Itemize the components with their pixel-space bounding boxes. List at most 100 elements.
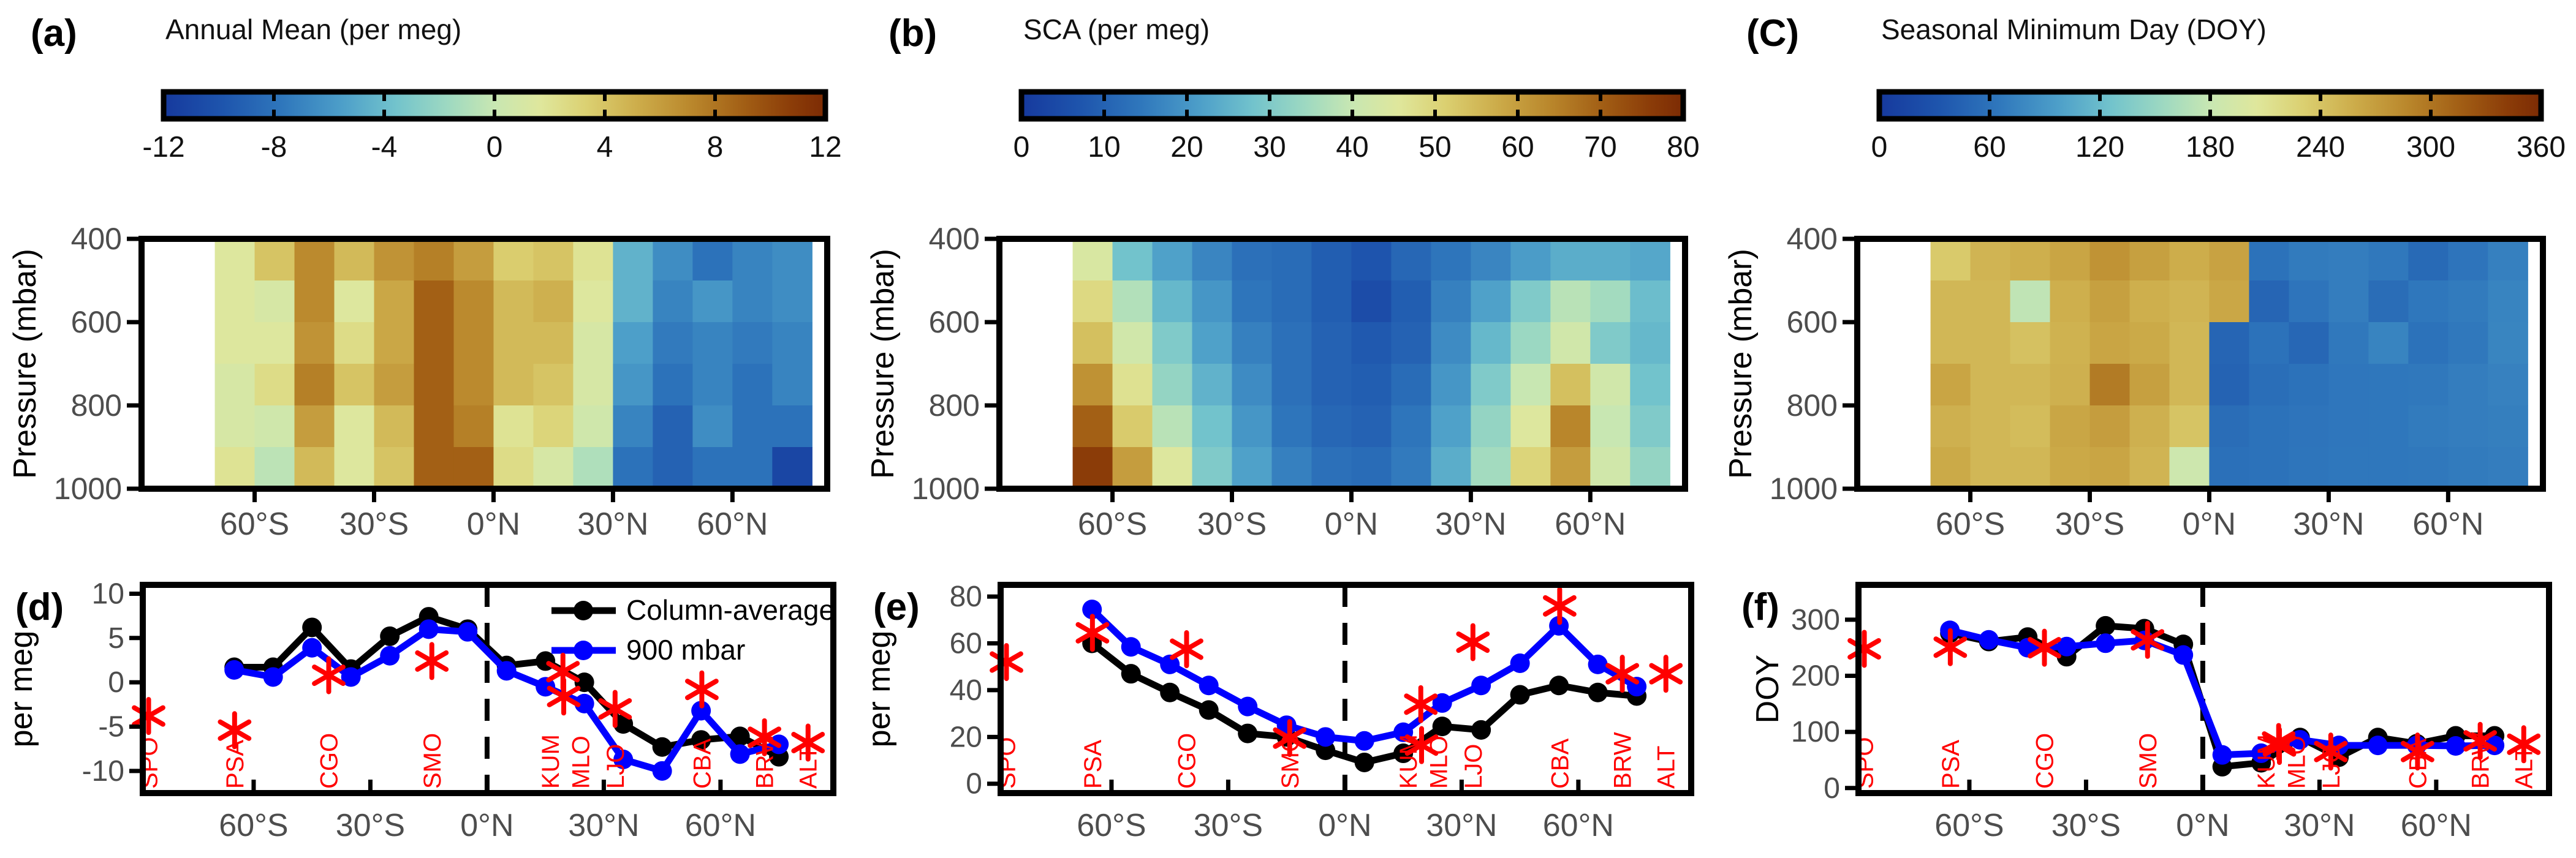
line-panel-xtick-label: 0°N bbox=[2176, 808, 2229, 843]
station-label-cba: CBA bbox=[689, 738, 716, 789]
heatmap-cell bbox=[1072, 280, 1113, 323]
heatmap-cell bbox=[2368, 239, 2409, 281]
station-marker-ljo bbox=[2314, 740, 2348, 762]
heatmap-cell bbox=[2289, 280, 2329, 323]
heatmap-cell bbox=[533, 405, 574, 448]
series-point-column-average bbox=[1160, 682, 1180, 702]
heatmap-xtick-label: 30°S bbox=[1197, 506, 1267, 542]
heatmap-cell bbox=[1152, 239, 1193, 281]
heatmap-cell bbox=[613, 322, 653, 364]
heatmap-cell bbox=[2010, 405, 2051, 448]
station-marker-ljo bbox=[598, 698, 632, 720]
heatmap-cell bbox=[1970, 447, 2011, 489]
line-panel-ytick-label: 80 bbox=[950, 581, 982, 613]
line-panel-xtick-label: 30°S bbox=[2051, 808, 2121, 843]
heatmap-cell bbox=[2448, 405, 2488, 448]
heatmap-cell bbox=[1351, 405, 1392, 448]
station-marker-cba bbox=[1543, 595, 1577, 617]
heatmap-cell bbox=[1351, 364, 1392, 406]
heatmap-cell bbox=[1590, 322, 1631, 364]
heatmap-xtick-label: 0°N bbox=[1325, 506, 1378, 542]
heatmap-cell bbox=[2408, 364, 2449, 406]
colorbar-tick-label: 12 bbox=[809, 131, 841, 164]
heatmap-cell bbox=[2448, 280, 2488, 323]
heatmap-cell bbox=[772, 322, 813, 364]
heatmap-cell bbox=[2408, 322, 2449, 364]
heatmap-cell bbox=[334, 322, 375, 364]
heatmap-cell bbox=[2089, 280, 2131, 323]
colorbar-tick-label: 70 bbox=[1584, 131, 1616, 164]
station-marker-cgo bbox=[1170, 638, 1203, 660]
line-panel-frame-e bbox=[998, 582, 1694, 796]
heatmap-cell bbox=[1630, 364, 1670, 406]
heatmap-cell bbox=[334, 239, 375, 281]
series-point-900mbar bbox=[302, 638, 322, 658]
heatmap-cell bbox=[2169, 322, 2210, 364]
heatmap-cell bbox=[2050, 405, 2091, 448]
heatmap-cell bbox=[2249, 405, 2290, 448]
station-marker-smo bbox=[2131, 629, 2165, 651]
heatmap-cell bbox=[772, 280, 813, 323]
heatmap-cell bbox=[1510, 447, 1551, 489]
series-point-900mbar bbox=[1588, 654, 1608, 674]
panel-label-a: (a) bbox=[31, 12, 77, 55]
panel-b: 0 10 20 30 40 50 60 70 80 400 600 800 1000 60°S 30°S 0°… bbox=[912, 89, 1700, 542]
heatmap-cell bbox=[2169, 239, 2210, 281]
heatmap-cell bbox=[334, 447, 375, 489]
line-panel-xtick-label: 30°S bbox=[336, 808, 405, 843]
heatmap-cell bbox=[1311, 322, 1352, 364]
heatmap-cell bbox=[1970, 280, 2011, 323]
heatmap-cell bbox=[1232, 322, 1273, 364]
station-marker-smo bbox=[1273, 727, 1307, 749]
heatmap-cell bbox=[2289, 364, 2329, 406]
line-panel-ytick-label: 200 bbox=[1791, 660, 1840, 692]
series-point-column-average bbox=[380, 626, 400, 646]
heatmap-ytick-label: 800 bbox=[71, 388, 122, 423]
heatmap-xtick-label: 60°N bbox=[1555, 506, 1626, 542]
heatmap-cell bbox=[2050, 447, 2091, 489]
series-point-900mbar bbox=[2368, 736, 2388, 756]
heatmap-cell bbox=[374, 280, 415, 323]
station-marker-psa bbox=[218, 719, 252, 741]
heatmap-ytick-label: 600 bbox=[929, 305, 980, 339]
y-axis-title-a: Pressure (mbar) bbox=[7, 249, 43, 479]
station-marker-smo bbox=[415, 650, 449, 672]
series-point-900mbar bbox=[2445, 736, 2466, 756]
heatmap-cell bbox=[214, 322, 256, 364]
colorbar-tick-label: 240 bbox=[2296, 131, 2345, 164]
heatmap-cell bbox=[2408, 239, 2449, 281]
heatmap-cell bbox=[1351, 280, 1392, 323]
heatmap-cell bbox=[533, 239, 574, 281]
colorbar-tick-label: 50 bbox=[1419, 131, 1451, 164]
station-marker-mlo bbox=[1404, 734, 1439, 756]
series-point-column-average bbox=[1199, 700, 1219, 720]
heatmap-cell bbox=[1311, 405, 1352, 448]
series-point-column-average bbox=[1588, 682, 1608, 702]
heatmap-cell bbox=[2368, 364, 2409, 406]
heatmap-cell bbox=[1311, 239, 1352, 281]
heatmap-ytick-label: 800 bbox=[1787, 388, 1838, 423]
heatmap-cell bbox=[254, 364, 295, 406]
heatmap-cell bbox=[613, 447, 653, 489]
panel-label-d: (d) bbox=[15, 586, 64, 628]
heatmap-cell bbox=[653, 280, 693, 323]
heatmap-cell bbox=[1630, 280, 1670, 323]
station-marker-cgo bbox=[312, 664, 346, 687]
line-panel-ytick-label: 40 bbox=[950, 674, 982, 707]
heatmap-cell bbox=[294, 322, 335, 364]
heatmap-cell bbox=[2488, 405, 2528, 448]
heatmap-cell bbox=[254, 447, 295, 489]
series-point-900mbar bbox=[536, 677, 556, 697]
heatmap-cell bbox=[2328, 322, 2369, 364]
heatmap-cell bbox=[2010, 239, 2051, 281]
heatmap-cell bbox=[2328, 447, 2369, 489]
legend-sample-marker-900mbar bbox=[574, 641, 593, 660]
series-point-900mbar bbox=[1238, 696, 1258, 717]
heatmap-cell bbox=[1112, 280, 1153, 323]
series-point-column-average bbox=[1432, 717, 1452, 737]
heatmap-cell bbox=[2209, 239, 2250, 281]
heatmap-cell bbox=[2289, 239, 2329, 281]
colorbar-tick-label: 120 bbox=[2075, 131, 2124, 164]
